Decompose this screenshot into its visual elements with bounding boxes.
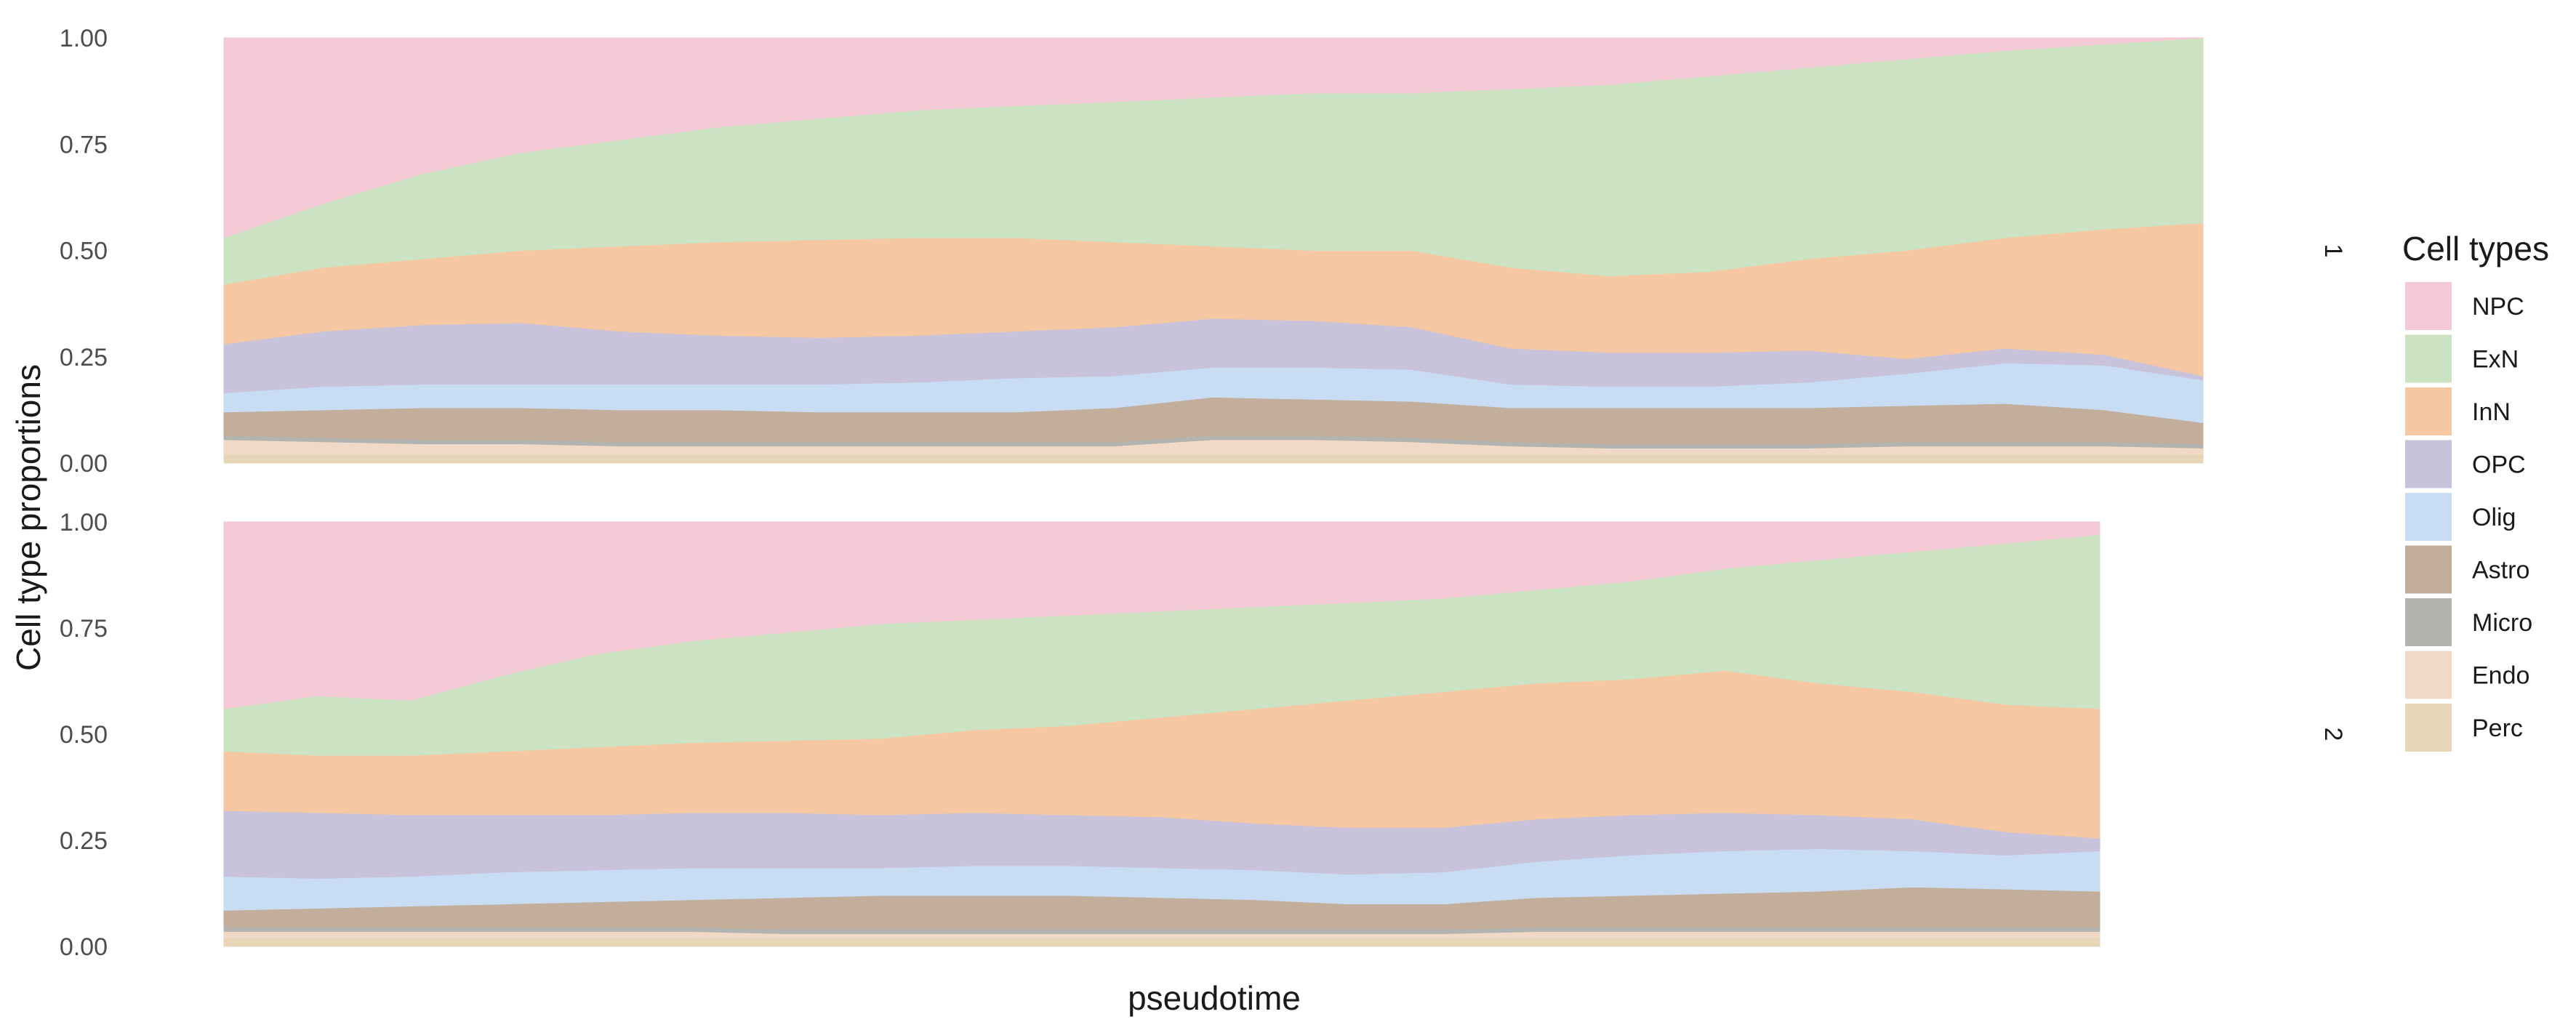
facet-strip-label: 1 [2319, 244, 2347, 258]
area-perc-panel-2 [223, 937, 2100, 947]
legend-item-micro: Micro [2405, 598, 2532, 646]
y-tick-label: 1.00 [60, 25, 108, 52]
y-axis-title: Cell type proportions [9, 364, 47, 671]
y-tick-label: 0.25 [60, 827, 108, 855]
y-tick-label: 0.25 [60, 344, 108, 371]
legend-item-astro: Astro [2405, 545, 2529, 594]
facet-strip-label: 2 [2319, 728, 2347, 741]
legend-item-exn: ExN [2405, 334, 2519, 383]
legend-item-opc: OPC [2405, 440, 2526, 488]
legend-key-astro [2405, 545, 2452, 594]
legend-label-opc: OPC [2472, 451, 2526, 479]
legend-key-olig [2405, 493, 2452, 541]
area-npc-panel-1 [223, 37, 2204, 238]
legend-label-astro: Astro [2472, 557, 2529, 584]
legend-key-inn [2405, 387, 2452, 435]
legend-item-perc: Perc [2405, 704, 2523, 752]
legend-item-olig: Olig [2405, 493, 2516, 541]
legend: Cell types NPC ExN InN OPC Olig Astro Micro End… [2402, 230, 2549, 752]
legend-label-endo: Endo [2472, 662, 2529, 690]
legend-label-inn: InN [2472, 398, 2511, 426]
legend-label-npc: NPC [2472, 293, 2524, 321]
legend-label-micro: Micro [2472, 609, 2532, 637]
panel-2: 0.00 0.25 0.50 0.75 1.00 2 [60, 509, 2347, 961]
legend-key-opc [2405, 440, 2452, 488]
legend-label-perc: Perc [2472, 715, 2523, 742]
y-tick-label: 0.75 [60, 131, 108, 158]
y-tick-label: 0.00 [60, 933, 108, 961]
legend-key-endo [2405, 651, 2452, 699]
y-tick-label: 1.00 [60, 509, 108, 536]
y-tick-label: 0.50 [60, 721, 108, 749]
legend-item-npc: NPC [2405, 282, 2524, 330]
legend-key-exn [2405, 334, 2452, 383]
y-tick-label: 0.50 [60, 238, 108, 265]
legend-key-micro [2405, 598, 2452, 646]
x-axis-title: pseudotime [1128, 979, 1301, 1017]
legend-label-exn: ExN [2472, 346, 2519, 374]
legend-item-endo: Endo [2405, 651, 2529, 699]
legend-key-perc [2405, 704, 2452, 752]
panel-1: 0.00 0.25 0.50 0.75 1.00 1 [60, 25, 2347, 478]
y-tick-label: 0.75 [60, 615, 108, 643]
legend-item-inn: InN [2405, 387, 2511, 435]
legend-key-npc [2405, 282, 2452, 330]
area-perc-panel-1 [223, 454, 2204, 464]
panels: 0.00 0.25 0.50 0.75 1.00 1 0.00 0.25 0.50 0.75 1.0… [60, 25, 2347, 961]
y-tick-label: 0.00 [60, 450, 108, 478]
legend-label-olig: Olig [2472, 504, 2516, 531]
legend-title: Cell types [2402, 230, 2549, 267]
area-npc-panel-2 [223, 521, 2100, 709]
